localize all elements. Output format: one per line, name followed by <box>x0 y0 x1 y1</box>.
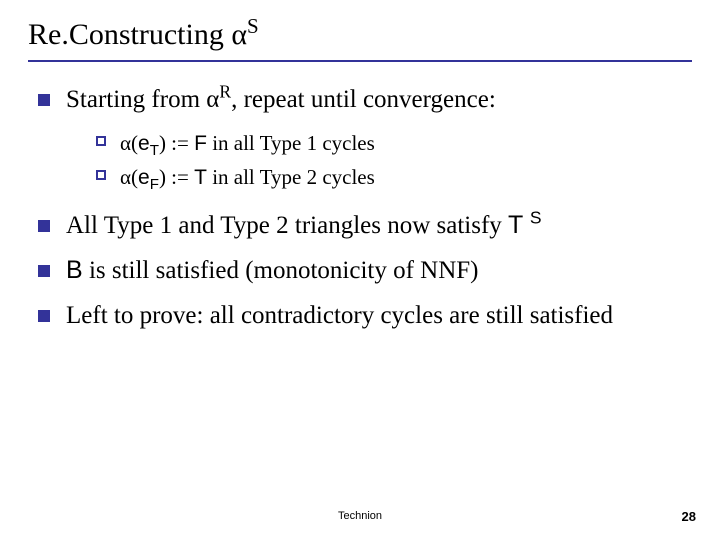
text-segment: T <box>150 142 159 159</box>
footer-text: Technion <box>0 510 720 522</box>
slide-body: Starting from αR, repeat until convergen… <box>28 84 692 332</box>
text-segment: in all Type 1 cycles <box>207 131 375 155</box>
text-segment: in all Type 2 cycles <box>207 165 375 189</box>
square-bullet-icon <box>38 310 50 322</box>
square-bullet-icon <box>38 265 50 277</box>
bullet-level1: Left to prove: all contradictory cycles … <box>38 300 692 331</box>
hollow-square-bullet-icon <box>96 170 106 180</box>
text-segment: Left to prove: all contradictory cycles … <box>66 302 613 329</box>
text-segment: T <box>508 211 530 239</box>
sublist: α(eT) := F in all Type 1 cyclesα(eF) := … <box>96 129 692 192</box>
text-segment: T <box>194 166 207 189</box>
text-segment: B <box>66 256 83 284</box>
subbullet-text: α(eT) := F in all Type 1 cycles <box>120 129 375 158</box>
subbullet-text: α(eF) := T in all Type 2 cycles <box>120 163 375 192</box>
text-segment: α <box>120 165 131 189</box>
square-bullet-icon <box>38 94 50 106</box>
title-prefix: Re.Constructing <box>28 18 231 51</box>
bullet-text: B is still satisfied (monotonicity of NN… <box>66 255 479 286</box>
text-segment: ) := <box>159 165 194 189</box>
bullet-level2: α(eT) := F in all Type 1 cycles <box>96 129 692 158</box>
bullet-level1: Starting from αR, repeat until convergen… <box>38 84 692 115</box>
text-segment: e <box>138 166 150 189</box>
bullet-level1: All Type 1 and Type 2 triangles now sati… <box>38 210 692 241</box>
text-segment: F <box>194 132 207 155</box>
bullet-text: Starting from αR, repeat until convergen… <box>66 84 496 115</box>
text-segment: ) := <box>159 131 194 155</box>
title-sup: S <box>247 14 259 38</box>
text-segment: α <box>120 131 131 155</box>
square-bullet-icon <box>38 220 50 232</box>
slide-title: Re.Constructing αS <box>28 18 692 62</box>
text-segment: R <box>219 82 231 102</box>
hollow-square-bullet-icon <box>96 136 106 146</box>
page-number: 28 <box>682 509 696 524</box>
bullet-level1: B is still satisfied (monotonicity of NN… <box>38 255 692 286</box>
text-segment: ( <box>131 165 138 189</box>
slide: Re.Constructing αS Starting from αR, rep… <box>0 0 720 540</box>
title-alpha: α <box>231 18 247 51</box>
text-segment: S <box>530 208 542 228</box>
text-segment: , repeat until convergence: <box>231 86 496 113</box>
text-segment: is still satisfied (monotonicity of NNF) <box>83 257 479 284</box>
text-segment: F <box>150 176 159 193</box>
text-segment: ( <box>131 131 138 155</box>
text-segment: All Type 1 and Type 2 triangles now sati… <box>66 212 508 239</box>
text-segment: Starting from <box>66 86 206 113</box>
text-segment: α <box>206 86 219 113</box>
bullet-text: Left to prove: all contradictory cycles … <box>66 300 613 331</box>
bullet-level2: α(eF) := T in all Type 2 cycles <box>96 163 692 192</box>
bullet-text: All Type 1 and Type 2 triangles now sati… <box>66 210 542 241</box>
text-segment: e <box>138 132 150 155</box>
